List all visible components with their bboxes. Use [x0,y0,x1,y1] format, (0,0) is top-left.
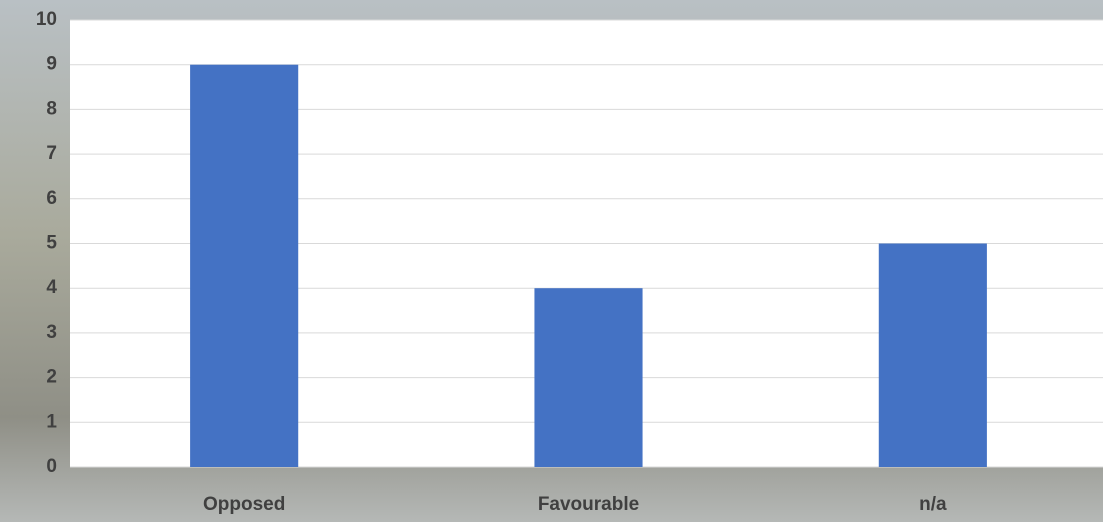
x-tick-label: n/a [919,494,947,515]
y-tick-label: 7 [46,143,57,164]
bar [878,243,987,467]
y-tick-label: 6 [46,188,57,209]
bar [190,64,299,467]
x-tick-label: Opposed [203,494,285,515]
y-tick-label: 5 [46,233,57,254]
y-tick-label: 2 [46,367,57,388]
y-tick-label: 0 [46,456,57,477]
bar [534,288,643,467]
y-tick-label: 4 [46,277,57,298]
y-tick-label: 9 [46,54,57,75]
y-tick-label: 8 [46,98,57,119]
y-tick-label: 1 [46,411,57,432]
x-tick-label: Favourable [538,494,639,515]
y-tick-label: 10 [36,9,57,30]
y-tick-label: 3 [46,322,57,343]
